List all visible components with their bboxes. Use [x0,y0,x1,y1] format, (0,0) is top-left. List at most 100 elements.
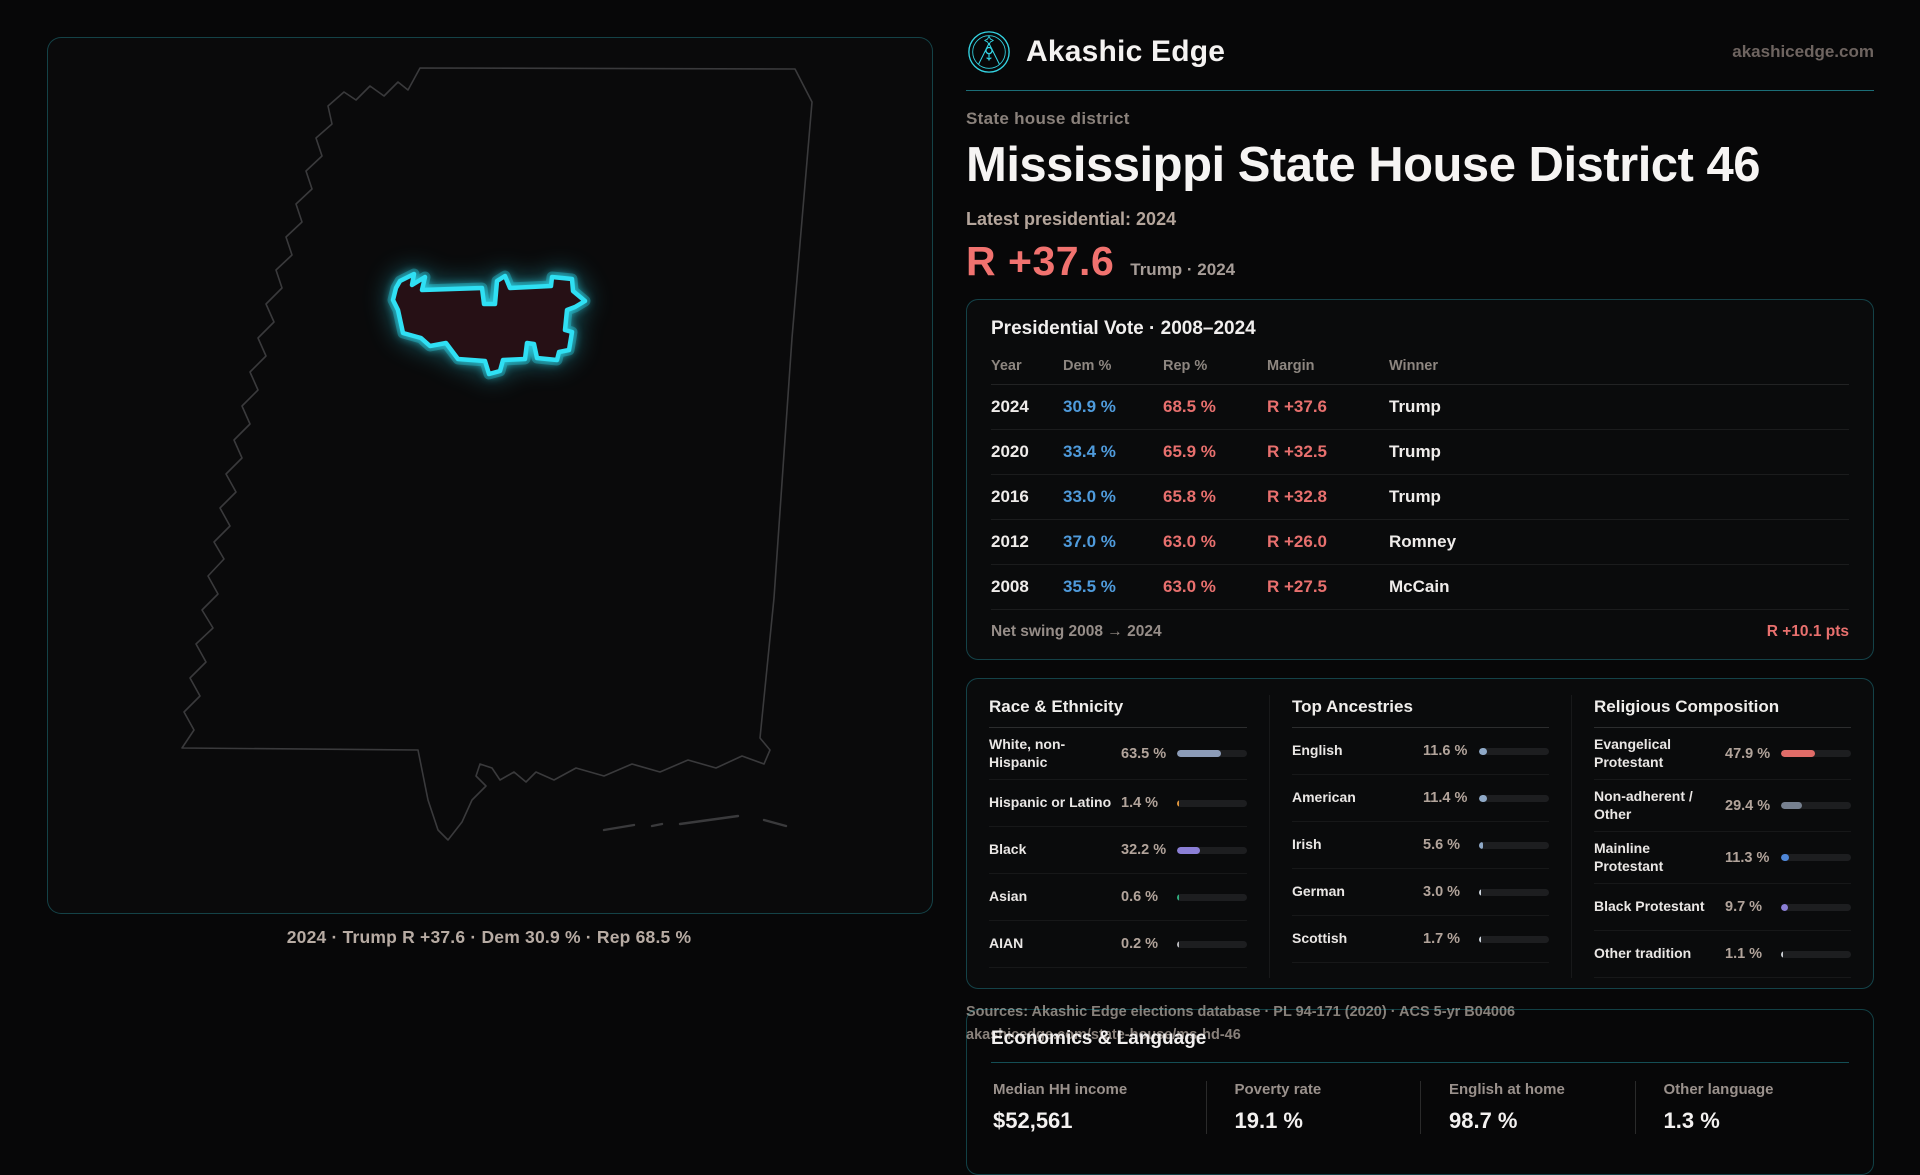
stat-label: Hispanic or Latino [989,794,1112,811]
stat-label: Black [989,841,1027,858]
net-swing-label: Net swing 2008 → 2024 [991,623,1162,640]
stat-bar-track [1781,950,1851,958]
page-title: Mississippi State House District 46 [966,138,1761,192]
cell-dem: 33.0 % [1063,487,1116,506]
section-title: Top Ancestries [1292,697,1549,728]
net-swing-value: R +10.1 pts [1766,623,1849,640]
stat-value: 1.7 % [1423,931,1461,947]
stat-bar-fill [1781,903,1788,911]
stat-row: AIAN 0.2 % [989,921,1247,968]
stat-bar-fill [1479,888,1482,896]
stat-bar-fill [1479,747,1488,755]
stat-bar-track [1479,841,1549,849]
cell-dem: 37.0 % [1063,532,1116,551]
economics-stats: Median HH income $52,561 Poverty rate 19.1 … [991,1081,1849,1134]
stat-label: Evangelical Protestant [1594,736,1672,770]
table-row: 2024 30.9 % 68.5 % R +37.6 Trump [991,385,1849,430]
stat-label: Black Protestant [1594,898,1705,915]
stat-row: Evangelical Protestant 47.9 % [1594,728,1851,780]
cell-dem: 33.4 % [1063,442,1116,461]
stat-row: Mainline Protestant 11.3 % [1594,832,1851,884]
cell-winner: Trump [1389,442,1441,461]
stat-value: 11.6 % [1423,743,1468,759]
stat-value: 47.9 % [1725,745,1771,762]
stat-bar-fill [1781,802,1802,809]
stat-row: Hispanic or Latino 1.4 % [989,780,1247,827]
stat-bar-fill [1177,750,1222,757]
stat-row: White, non-Hispanic 63.5 % [989,728,1247,780]
stat-bar-track [1177,893,1247,901]
cell-margin: R +37.6 [1267,397,1328,416]
stat-bar-fill [1781,950,1783,958]
economic-stat: Other language 1.3 % [1634,1081,1850,1134]
cell-year: 2008 [991,577,1029,596]
cell-year: 2024 [991,397,1029,416]
stat-bar-fill [1479,935,1481,943]
stat-label: Asian [989,888,1028,905]
stat-bar-fill [1177,940,1179,948]
brand-domain-link[interactable]: akashicedge.com [1732,42,1874,61]
cell-margin: R +26.0 [1267,532,1328,551]
table-row: 2012 37.0 % 63.0 % R +26.0 Romney [991,520,1849,565]
stat-label: White, non-Hispanic [989,736,1066,770]
cell-winner: Trump [1389,487,1441,506]
presidential-vote-card: Presidential Vote · 2008–2024 Year Dem % R… [966,299,1874,660]
table-row: 2008 35.5 % 63.0 % R +27.5 McCain [991,565,1849,610]
cell-margin: R +32.5 [1267,442,1328,461]
stat-label: Irish [1292,836,1322,853]
stat-bar-fill [1177,799,1179,807]
stat-bar-fill [1177,846,1200,854]
table-row: 2016 33.0 % 65.8 % R +32.8 Trump [991,475,1849,520]
akashic-edge-logo-icon [968,31,1010,73]
stat-bar-track [1479,794,1549,802]
source-url[interactable]: akashicedge.com/state-house/ms-hd-46 [966,1027,1241,1044]
cell-year: 2012 [991,532,1029,551]
cell-rep: 63.0 % [1163,532,1216,551]
stat-label: AIAN [989,935,1024,952]
economic-stat-label: Median HH income [993,1081,1128,1098]
economics-card: Economics & Language Median HH income $52… [966,1009,1874,1175]
stat-row: Scottish 1.7 % [1292,916,1549,963]
stat-row: Asian 0.6 % [989,874,1247,921]
cell-year: 2020 [991,442,1029,461]
stat-bar-fill [1479,794,1487,802]
margin-value: R +37.6 [966,238,1115,284]
presidential-table-header: Year Dem % Rep % Margin Winner [991,350,1849,385]
economic-stat-label: English at home [1449,1081,1565,1098]
stat-row: Other tradition 1.1 % [1594,931,1851,978]
district-map [47,37,933,914]
demographics-section: Top Ancestries English 11.6 % American 11.4 … [1269,695,1571,978]
cell-year: 2016 [991,487,1029,506]
map-caption: 2024 · Trump R +37.6 · Dem 30.9 % · Rep … [286,927,692,947]
column-header: Dem % [1063,358,1112,374]
stat-bar-track [1479,935,1549,943]
stat-row: Irish 5.6 % [1292,822,1549,869]
cell-dem: 30.9 % [1063,397,1116,416]
presidential-table-body: 2024 30.9 % 68.5 % R +37.6 Trump 2020 33.4 % 65… [991,385,1849,610]
stat-row: Non-adherent / Other 29.4 % [1594,780,1851,832]
stat-bar-track [1781,750,1851,757]
column-header: Year [991,358,1022,374]
economics-divider [991,1062,1849,1063]
cell-rep: 68.5 % [1163,397,1216,416]
stat-label: German [1292,883,1345,900]
stat-bar-track [1781,802,1851,809]
cell-dem: 35.5 % [1063,577,1116,596]
stat-bar-track [1479,747,1549,755]
stat-row: English 11.6 % [1292,728,1549,775]
stat-value: 9.7 % [1725,899,1763,915]
stat-row: American 11.4 % [1292,775,1549,822]
stat-bar-track [1177,940,1247,948]
stat-row: German 3.0 % [1292,869,1549,916]
economic-stat: Poverty rate 19.1 % [1205,1081,1421,1134]
stat-bar-track [1479,888,1549,896]
demographics-section: Race & Ethnicity White, non-Hispanic 63.5 … [967,695,1269,978]
stat-label: American [1292,789,1356,806]
stat-label: Mainline Protestant [1594,840,1664,874]
demographics-section: Religious Composition Evangelical Protest… [1571,695,1873,978]
stat-label: Non-adherent / Other [1594,788,1693,822]
economic-stat-label: Other language [1663,1081,1774,1098]
stat-bar-track [1177,846,1247,854]
stat-bar-track [1781,854,1851,861]
district-46-shape[interactable] [390,271,588,377]
